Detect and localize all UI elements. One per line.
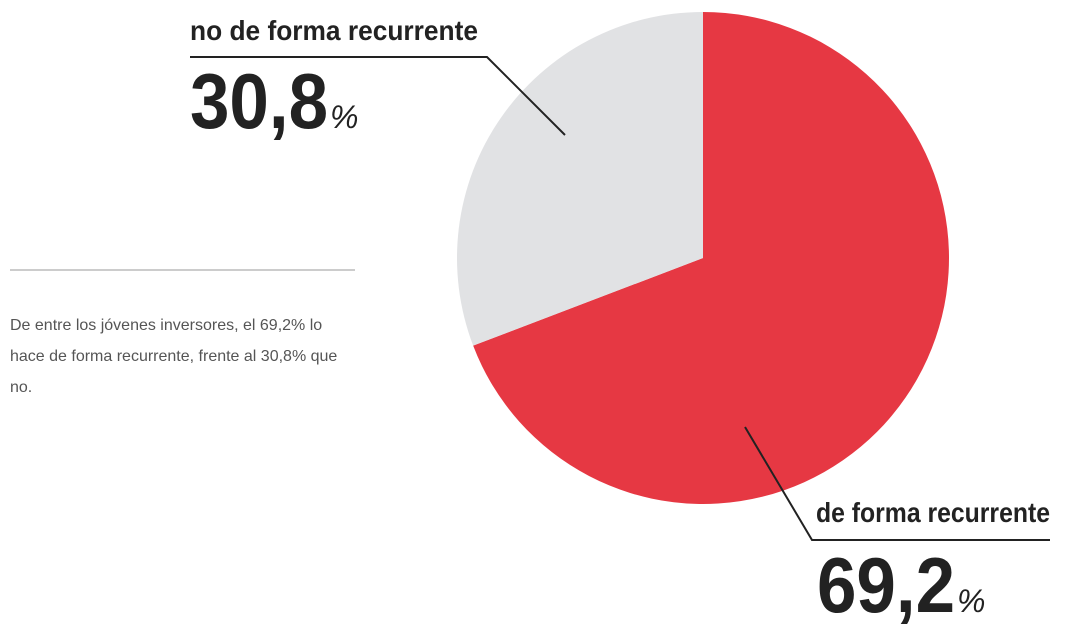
category-label: de forma recurrente bbox=[816, 497, 1050, 528]
value-unit: % bbox=[330, 99, 358, 135]
description: De entre los jóvenes inversores, el 69,2… bbox=[10, 317, 338, 396]
value-label: 30,8 bbox=[190, 57, 328, 145]
value-label: 69,2 bbox=[817, 541, 955, 629]
pie-slice bbox=[473, 12, 949, 504]
value-unit: % bbox=[957, 583, 985, 619]
leader-line bbox=[744, 426, 1050, 541]
leader-line bbox=[190, 56, 566, 136]
pie-slice bbox=[456, 12, 703, 346]
category-label: no de forma recurrente bbox=[190, 15, 478, 46]
